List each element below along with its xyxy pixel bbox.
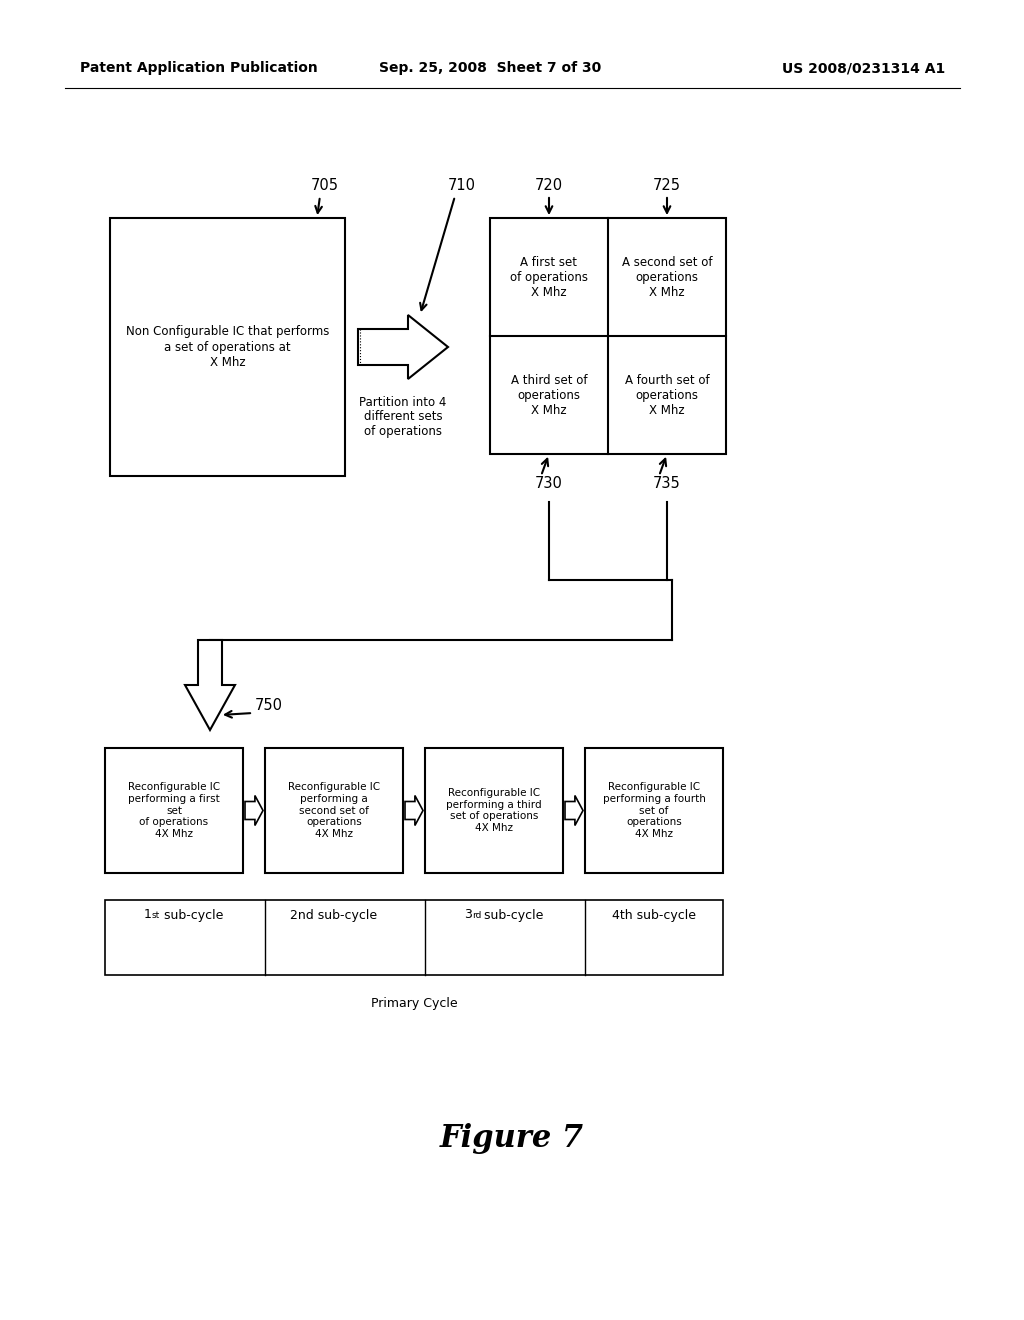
Text: 4th sub-cycle: 4th sub-cycle (612, 908, 696, 921)
Text: Sep. 25, 2008  Sheet 7 of 30: Sep. 25, 2008 Sheet 7 of 30 (379, 61, 601, 75)
Text: 710: 710 (449, 177, 476, 193)
Text: 2nd sub-cycle: 2nd sub-cycle (291, 908, 378, 921)
Text: 720: 720 (535, 177, 563, 193)
Text: A third set of
operations
X Mhz: A third set of operations X Mhz (511, 374, 587, 417)
Text: Partition into 4
different sets
of operations: Partition into 4 different sets of opera… (359, 396, 446, 438)
Text: Figure 7: Figure 7 (440, 1122, 584, 1154)
Text: Reconfigurable IC
performing a first
set
of operations
4X Mhz: Reconfigurable IC performing a first set… (128, 783, 220, 838)
Text: Primary Cycle: Primary Cycle (371, 997, 458, 1010)
Text: A second set of
operations
X Mhz: A second set of operations X Mhz (622, 256, 713, 298)
Bar (585, 748, 723, 873)
Text: Non Configurable IC that performs
a set of operations at
X Mhz: Non Configurable IC that performs a set … (126, 326, 329, 368)
Text: 3: 3 (464, 908, 472, 921)
Text: Reconfigurable IC
performing a fourth
set of
operations
4X Mhz: Reconfigurable IC performing a fourth se… (602, 783, 706, 838)
Text: rd: rd (472, 911, 481, 920)
Text: Patent Application Publication: Patent Application Publication (80, 61, 317, 75)
Bar (425, 748, 563, 873)
Polygon shape (245, 796, 263, 825)
Text: 705: 705 (311, 177, 339, 193)
Text: US 2008/0231314 A1: US 2008/0231314 A1 (781, 61, 945, 75)
Polygon shape (565, 796, 583, 825)
Polygon shape (406, 796, 423, 825)
Text: 725: 725 (653, 177, 681, 193)
Text: sub-cycle: sub-cycle (480, 908, 544, 921)
Text: A fourth set of
operations
X Mhz: A fourth set of operations X Mhz (625, 374, 710, 417)
Text: 735: 735 (653, 477, 681, 491)
Text: 730: 730 (536, 477, 563, 491)
Text: Reconfigurable IC
performing a
second set of
operations
4X Mhz: Reconfigurable IC performing a second se… (288, 783, 380, 838)
Bar (105, 748, 243, 873)
Text: A first set
of operations
X Mhz: A first set of operations X Mhz (510, 256, 588, 298)
Bar (490, 218, 726, 454)
Text: 750: 750 (255, 697, 283, 713)
Text: Reconfigurable IC
performing a third
set of operations
4X Mhz: Reconfigurable IC performing a third set… (446, 788, 542, 833)
Text: 1: 1 (144, 908, 152, 921)
Text: st: st (152, 911, 160, 920)
Bar (105, 900, 723, 975)
Bar (110, 218, 345, 477)
Polygon shape (185, 640, 234, 730)
Text: sub-cycle: sub-cycle (160, 908, 223, 921)
Polygon shape (358, 315, 449, 379)
Bar (265, 748, 403, 873)
